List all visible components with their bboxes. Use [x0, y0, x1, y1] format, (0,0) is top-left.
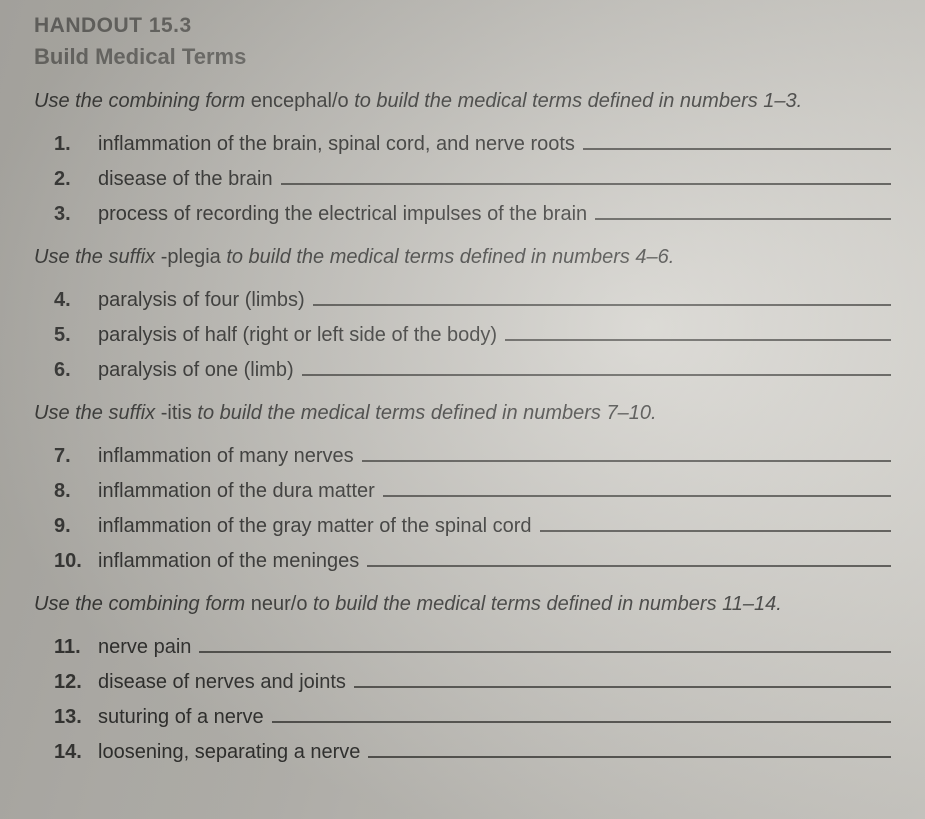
question-list: 11.nerve pain12.disease of nerves and jo…: [54, 632, 891, 768]
question-list: 4.paralysis of four (limbs)5.paralysis o…: [54, 285, 891, 386]
question-definition: disease of the brain: [98, 164, 273, 195]
section-instruction: Use the suffix -itis to build the medica…: [34, 400, 891, 427]
answer-blank[interactable]: [540, 513, 891, 532]
question-item: 6.paralysis of one (limb): [54, 355, 891, 386]
instruction-suffix: to build the medical terms defined in nu…: [221, 246, 675, 268]
instruction-term: -plegia: [161, 246, 221, 268]
question-item: 1.inflammation of the brain, spinal cord…: [54, 129, 891, 160]
question-number: 10.: [54, 546, 98, 577]
question-definition: inflammation of the dura matter: [98, 476, 375, 507]
handout-number: HANDOUT 15.3: [34, 14, 891, 38]
question-list: 7.inflammation of many nerves8.inflammat…: [54, 441, 891, 577]
question-list: 1.inflammation of the brain, spinal cord…: [54, 129, 891, 230]
question-definition: inflammation of the brain, spinal cord, …: [98, 129, 575, 160]
question-definition: process of recording the electrical impu…: [98, 199, 587, 230]
question-item: 12.disease of nerves and joints: [54, 667, 891, 698]
question-number: 5.: [54, 320, 98, 351]
instruction-prefix: Use the suffix: [34, 402, 161, 424]
instruction-term: neur/o: [251, 593, 308, 615]
question-item: 14.loosening, separating a nerve: [54, 737, 891, 768]
answer-blank[interactable]: [583, 131, 891, 150]
section: Use the suffix -itis to build the medica…: [34, 400, 891, 577]
question-item: 7.inflammation of many nerves: [54, 441, 891, 472]
answer-blank[interactable]: [354, 669, 891, 688]
answer-blank[interactable]: [362, 443, 891, 462]
question-definition: inflammation of many nerves: [98, 441, 354, 472]
question-definition: disease of nerves and joints: [98, 667, 346, 698]
question-number: 9.: [54, 511, 98, 542]
answer-blank[interactable]: [505, 322, 891, 341]
question-item: 5.paralysis of half (right or left side …: [54, 320, 891, 351]
answer-blank[interactable]: [272, 704, 891, 723]
section-instruction: Use the combining form neur/o to build t…: [34, 591, 891, 618]
answer-blank[interactable]: [368, 739, 891, 758]
instruction-term: encephal/o: [251, 90, 349, 112]
section-instruction: Use the combining form encephal/o to bui…: [34, 88, 891, 115]
question-item: 10.inflammation of the meninges: [54, 546, 891, 577]
question-number: 8.: [54, 476, 98, 507]
question-number: 14.: [54, 737, 98, 768]
question-number: 7.: [54, 441, 98, 472]
question-number: 11.: [54, 632, 98, 663]
answer-blank[interactable]: [302, 357, 891, 376]
question-item: 3.process of recording the electrical im…: [54, 199, 891, 230]
question-item: 4.paralysis of four (limbs): [54, 285, 891, 316]
instruction-suffix: to build the medical terms defined in nu…: [349, 90, 803, 112]
section-instruction: Use the suffix -plegia to build the medi…: [34, 244, 891, 271]
question-definition: inflammation of the meninges: [98, 546, 359, 577]
answer-blank[interactable]: [313, 287, 891, 306]
answer-blank[interactable]: [367, 548, 891, 567]
question-number: 1.: [54, 129, 98, 160]
question-number: 4.: [54, 285, 98, 316]
question-number: 2.: [54, 164, 98, 195]
question-definition: paralysis of one (limb): [98, 355, 294, 386]
section: Use the combining form neur/o to build t…: [34, 591, 891, 768]
question-definition: suturing of a nerve: [98, 702, 264, 733]
instruction-prefix: Use the combining form: [34, 593, 251, 615]
section: Use the suffix -plegia to build the medi…: [34, 244, 891, 386]
question-number: 3.: [54, 199, 98, 230]
answer-blank[interactable]: [199, 634, 891, 653]
answer-blank[interactable]: [595, 201, 891, 220]
question-definition: paralysis of four (limbs): [98, 285, 305, 316]
question-number: 12.: [54, 667, 98, 698]
instruction-suffix: to build the medical terms defined in nu…: [307, 593, 781, 615]
answer-blank[interactable]: [281, 166, 891, 185]
question-item: 13.suturing of a nerve: [54, 702, 891, 733]
answer-blank[interactable]: [383, 478, 891, 497]
question-item: 9.inflammation of the gray matter of the…: [54, 511, 891, 542]
question-item: 11.nerve pain: [54, 632, 891, 663]
question-definition: paralysis of half (right or left side of…: [98, 320, 497, 351]
section: Use the combining form encephal/o to bui…: [34, 88, 891, 230]
instruction-term: -itis: [161, 402, 192, 424]
instruction-prefix: Use the combining form: [34, 90, 251, 112]
page-title: Build Medical Terms: [34, 44, 891, 70]
question-item: 8.inflammation of the dura matter: [54, 476, 891, 507]
instruction-prefix: Use the suffix: [34, 246, 161, 268]
question-definition: nerve pain: [98, 632, 191, 663]
question-number: 13.: [54, 702, 98, 733]
question-definition: loosening, separating a nerve: [98, 737, 360, 768]
question-number: 6.: [54, 355, 98, 386]
instruction-suffix: to build the medical terms defined in nu…: [192, 402, 657, 424]
question-item: 2.disease of the brain: [54, 164, 891, 195]
question-definition: inflammation of the gray matter of the s…: [98, 511, 532, 542]
